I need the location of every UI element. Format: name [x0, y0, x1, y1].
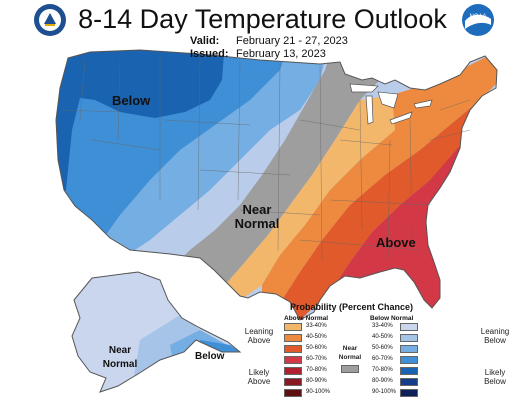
leaning-below-line1: Leaning	[480, 327, 510, 336]
legend-below-header: Below Normal	[370, 315, 414, 322]
legend-below-swatch	[400, 389, 418, 397]
legend-below-swatch	[400, 356, 418, 364]
label-alaska-near-line1: Near	[108, 345, 132, 356]
label-alaska-near-normal: Near Normal	[100, 344, 140, 372]
legend-above-swatch	[284, 367, 302, 375]
alaska-outline	[71, 271, 242, 393]
page-title: 8-14 Day Temperature Outlook	[78, 4, 447, 34]
legend-above-swatch	[284, 323, 302, 331]
great-lakes	[349, 83, 433, 125]
legend-leaning-below: Leaning Below	[476, 327, 514, 345]
legend-leaning-above: Leaning Above	[240, 327, 278, 345]
region-near	[170, 50, 390, 285]
state-borders	[61, 56, 471, 261]
region-a3340	[225, 95, 420, 300]
issued-value: February 13, 2023	[236, 48, 326, 60]
legend-below-range: 40-50%	[372, 334, 393, 340]
likely-above-line2: Above	[247, 377, 271, 386]
legend-above-swatch	[284, 378, 302, 386]
legend-below-range: 60-70%	[372, 356, 393, 362]
likely-above-line1: Likely	[248, 368, 270, 377]
legend-below-swatch	[400, 345, 418, 353]
label-near-normal: Near Normal	[232, 203, 282, 231]
likely-below-line2: Below	[484, 377, 506, 386]
legend-above-swatch	[284, 356, 302, 364]
legend-above-range: 70-80%	[306, 367, 327, 373]
issued-label: Issued:	[190, 48, 229, 60]
legend-below-swatch	[400, 323, 418, 331]
legend-above-swatch	[284, 345, 302, 353]
likely-below-line1: Likely	[484, 368, 506, 377]
legend-above-swatch	[284, 389, 302, 397]
leaning-above-line2: Above	[247, 336, 271, 345]
label-below-west: Below	[112, 93, 151, 108]
label-near-normal-line1: Near	[242, 202, 272, 217]
legend-above-range: 33-40%	[306, 323, 327, 329]
region-b7080	[56, 50, 225, 200]
legend-above-header: Above Normal	[284, 315, 329, 322]
issued-line: Issued: February 13, 2023	[190, 48, 326, 60]
probability-legend: Probability (Percent Chance) Above Norma…	[240, 302, 518, 402]
legend-below-range: 50-60%	[372, 345, 393, 351]
legend-title: Probability (Percent Chance)	[290, 302, 414, 312]
legend-below-range: 33-40%	[372, 323, 393, 329]
leaning-below-line2: Below	[484, 336, 506, 345]
legend-above-range: 50-60%	[306, 345, 327, 351]
legend-below-range: 90-100%	[372, 389, 397, 395]
legend-below-swatch	[400, 334, 418, 342]
valid-value: February 21 - 27, 2023	[236, 35, 348, 47]
near-label-line2: Normal	[338, 354, 362, 361]
legend-below-range: 70-80%	[372, 367, 393, 373]
noaa-logo-icon: NOAA	[462, 4, 494, 36]
legend-near-swatch	[341, 365, 359, 373]
label-alaska-below: Below	[195, 351, 225, 362]
label-near-normal-line2: Normal	[234, 216, 280, 231]
legend-above-swatch	[284, 334, 302, 342]
label-alaska-near-line2: Normal	[102, 359, 138, 370]
conus-outline	[55, 49, 498, 321]
noaa-logo-text: NOAA	[469, 14, 486, 20]
legend-likely-above: Likely Above	[240, 368, 278, 386]
valid-label: Valid:	[190, 35, 220, 47]
legend-above-range: 60-70%	[306, 356, 327, 362]
legend-below-swatch	[400, 378, 418, 386]
region-a5060	[282, 95, 497, 320]
legend-below-swatch	[400, 367, 418, 375]
valid-line: Valid: February 21 - 27, 2023	[190, 35, 348, 47]
legend-above-range: 40-50%	[306, 334, 327, 340]
doc-seal-icon	[34, 4, 66, 36]
label-above-southeast: Above	[376, 235, 416, 250]
legend-above-range: 90-100%	[306, 389, 331, 395]
legend-near-normal: Near Normal	[336, 344, 364, 362]
legend-likely-below: Likely Below	[476, 368, 514, 386]
near-label-line1: Near	[342, 345, 358, 352]
legend-above-range: 80-90%	[306, 378, 327, 384]
leaning-above-line1: Leaning	[244, 327, 274, 336]
legend-below-range: 80-90%	[372, 378, 393, 384]
